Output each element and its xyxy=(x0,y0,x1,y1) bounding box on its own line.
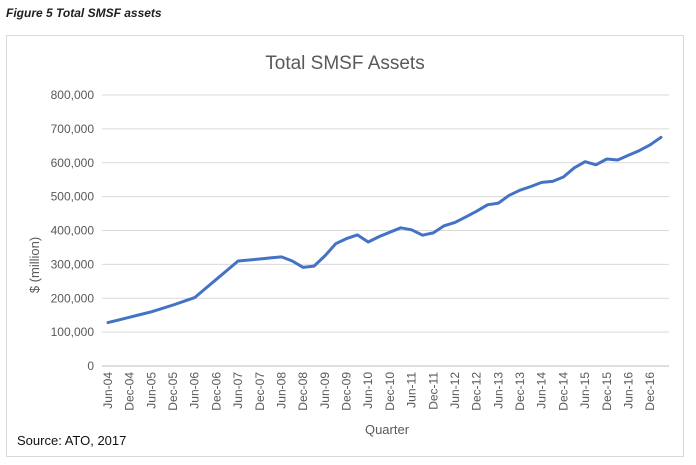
y-tick-label: 800,000 xyxy=(51,88,95,102)
data-point xyxy=(106,321,110,324)
x-tick-label: Dec-07 xyxy=(253,372,267,411)
data-point xyxy=(247,258,251,262)
figure-caption: Figure 5 Total SMSF assets xyxy=(6,6,162,20)
data-point xyxy=(518,189,522,192)
y-tick-label: 500,000 xyxy=(51,190,95,204)
data-point xyxy=(605,157,608,161)
x-tick-label: Jun-15 xyxy=(578,372,592,409)
data-point xyxy=(226,268,229,272)
data-point xyxy=(139,313,142,316)
x-tick-label: Jun-04 xyxy=(101,372,115,409)
data-point xyxy=(616,158,619,162)
data-point xyxy=(128,316,131,319)
y-axis-label: $ (million) xyxy=(27,237,42,293)
x-tick-label: Dec-09 xyxy=(340,372,354,411)
source-note: Source: ATO, 2017 xyxy=(17,433,127,448)
data-point xyxy=(323,254,327,258)
data-point xyxy=(280,255,283,259)
x-tick-label: Dec-11 xyxy=(426,372,440,410)
x-tick-label: Dec-05 xyxy=(166,372,180,411)
data-point xyxy=(356,233,359,237)
x-tick-label: Dec-12 xyxy=(470,372,484,411)
x-tick-label: Dec-06 xyxy=(209,372,223,411)
x-tick-label: Jun-16 xyxy=(621,372,635,409)
data-point xyxy=(161,307,164,310)
data-point xyxy=(204,287,207,290)
data-point xyxy=(334,242,337,245)
data-point xyxy=(475,210,478,213)
x-tick-label: Jun-10 xyxy=(361,372,375,409)
data-point xyxy=(529,185,533,188)
data-point xyxy=(388,231,392,234)
data-point xyxy=(464,215,467,219)
y-tick-label: 400,000 xyxy=(51,224,95,238)
x-tick-label: Jun-08 xyxy=(274,372,288,409)
data-point xyxy=(540,181,543,184)
data-point xyxy=(182,300,186,303)
data-point xyxy=(410,228,413,231)
x-tick-label: Dec-04 xyxy=(123,372,137,411)
data-point xyxy=(453,221,457,224)
data-point xyxy=(377,235,381,238)
data-point xyxy=(150,310,153,313)
y-tick-label: 700,000 xyxy=(51,122,95,136)
x-tick-label: Dec-13 xyxy=(513,372,527,411)
data-point xyxy=(215,278,218,281)
data-point xyxy=(117,318,121,322)
x-tick-label: Jun-12 xyxy=(448,372,462,409)
data-point xyxy=(562,175,565,179)
x-tick-label: Jun-07 xyxy=(231,372,245,409)
data-point xyxy=(345,237,348,240)
x-tick-label: Dec-14 xyxy=(556,372,570,411)
data-point xyxy=(399,226,402,229)
data-point xyxy=(171,303,175,307)
data-point xyxy=(236,259,240,263)
data-point xyxy=(583,160,587,163)
data-point xyxy=(432,231,435,235)
data-point xyxy=(302,266,305,269)
data-point xyxy=(649,143,652,146)
data-point xyxy=(193,296,196,299)
x-tick-label: Dec-10 xyxy=(383,372,397,411)
data-point xyxy=(291,259,294,263)
data-point xyxy=(312,264,316,268)
x-tick-label: Jun-05 xyxy=(144,372,158,409)
data-point xyxy=(442,224,446,227)
y-tick-label: 100,000 xyxy=(51,325,95,339)
data-point xyxy=(594,163,598,166)
chart-title: Total SMSF Assets xyxy=(265,53,424,74)
x-tick-label: Jun-13 xyxy=(491,372,505,409)
data-point xyxy=(497,201,500,205)
chart-container: Total SMSF Assets Quarter $ (million) 0 1… xyxy=(6,35,684,457)
x-tick-label: Dec-08 xyxy=(296,372,310,411)
data-point xyxy=(269,256,272,260)
data-point xyxy=(508,194,511,197)
data-point xyxy=(551,180,554,183)
y-tick-label: 200,000 xyxy=(51,291,95,305)
y-tick-label: 600,000 xyxy=(51,156,95,170)
data-point xyxy=(486,203,489,206)
x-tick-label: Jun-09 xyxy=(318,372,332,409)
x-tick-label: Dec-16 xyxy=(643,372,657,411)
data-point xyxy=(659,136,663,139)
x-tick-label: Jun-06 xyxy=(188,372,202,409)
data-point xyxy=(367,240,370,244)
data-point xyxy=(421,234,424,237)
line-chart: Total SMSF Assets Quarter $ (million) 0 1… xyxy=(27,53,669,437)
x-tick-label: Dec-15 xyxy=(600,372,614,411)
x-axis-label: Quarter xyxy=(365,422,410,437)
y-tick-label: 0 xyxy=(87,359,94,373)
data-point xyxy=(627,154,630,157)
y-tick-label: 300,000 xyxy=(51,257,95,271)
data-point xyxy=(258,257,261,261)
series-line-total-smsf-assets xyxy=(106,135,663,325)
data-point xyxy=(573,166,576,169)
x-tick-label: Jun-11 xyxy=(405,372,419,408)
x-tick-label: Jun-14 xyxy=(535,372,549,409)
data-point xyxy=(638,149,641,152)
